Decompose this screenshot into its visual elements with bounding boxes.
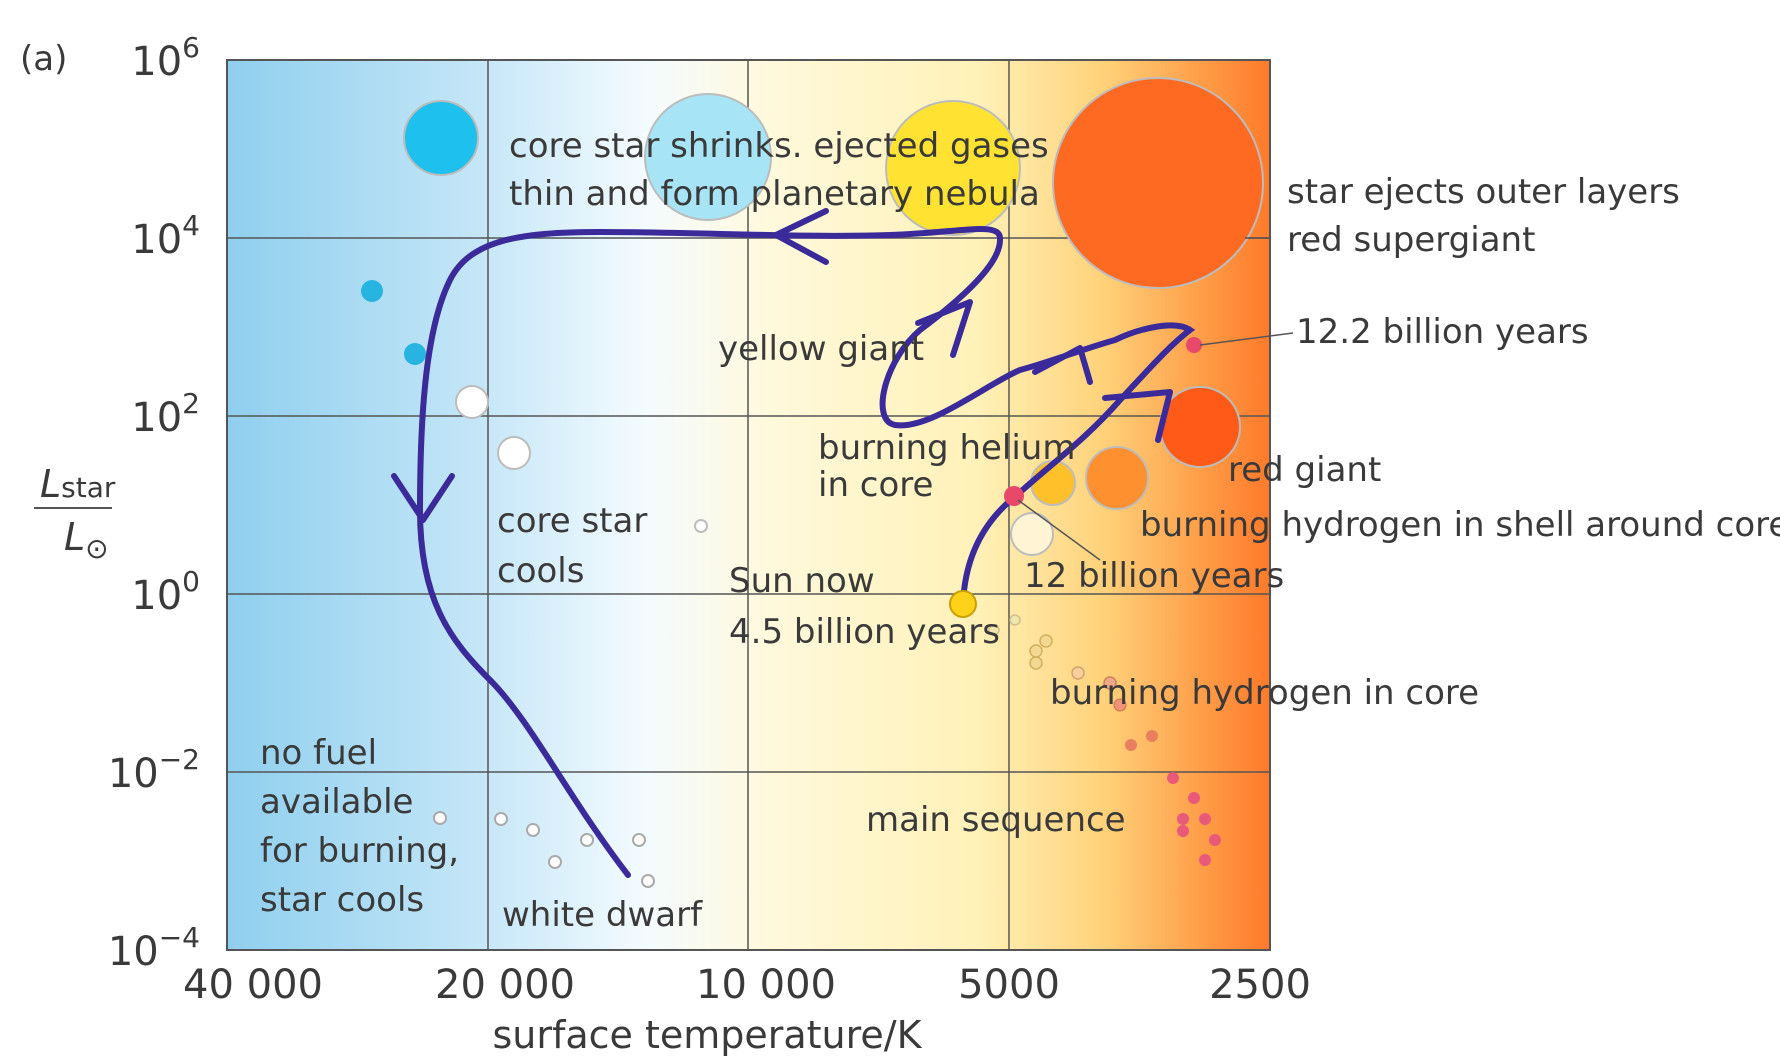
y-axis-label: Lstar L⊙	[34, 462, 116, 565]
x-tick-label: 40 000	[183, 962, 323, 1008]
label-age-12-2: 12.2 billion years	[1296, 312, 1589, 352]
label-sun-now: Sun now	[729, 561, 875, 601]
label-no-fuel: available	[260, 782, 413, 822]
x-tick-label: 20 000	[435, 962, 575, 1008]
label-core-cools: cools	[497, 551, 584, 591]
label-age-4-5: 4.5 billion years	[729, 612, 1000, 652]
label-helium: in core	[818, 465, 933, 505]
y-tick-label: 10−2	[108, 743, 200, 797]
marker-12-2-billion	[1186, 337, 1202, 353]
x-tick-label: 10 000	[696, 962, 836, 1008]
label-white-dwarf: white dwarf	[502, 895, 703, 935]
label-supergiant: star ejects outer layers	[1287, 172, 1680, 212]
leader-12-2-billion	[1199, 332, 1294, 346]
x-tick-label: 2500	[1209, 962, 1311, 1008]
label-age-12: 12 billion years	[1024, 556, 1284, 596]
white-star-tiny	[694, 519, 708, 533]
label-no-fuel: star cools	[260, 880, 424, 920]
label-no-fuel: for burning,	[260, 831, 459, 871]
label-shell: burning hydrogen in shell around core	[1140, 505, 1780, 545]
white-star	[455, 385, 489, 419]
label-helium: burning helium	[818, 428, 1075, 468]
label-planetary: core star shrinks. ejected gases	[509, 126, 1049, 166]
y-tick-label: 104	[131, 209, 200, 263]
label-no-fuel: no fuel	[260, 733, 377, 773]
label-core-cools: core star	[497, 501, 647, 541]
track-arrowheads	[391, 208, 1173, 523]
y-tick-label: 100	[131, 565, 200, 619]
label-main-sequence: main sequence	[866, 800, 1126, 840]
white-star	[497, 436, 531, 470]
annotations: core star shrinks. ejected gases thin an…	[260, 126, 1780, 935]
x-tick-labels: 40 000 20 000 10 000 5000 2500	[183, 962, 1311, 1008]
label-core-burning: burning hydrogen in core	[1050, 673, 1479, 713]
label-planetary: thin and form planetary nebula	[509, 174, 1040, 214]
main-sequence-dots	[988, 614, 1221, 866]
hot-star-large	[403, 100, 479, 176]
pale-star	[1010, 512, 1054, 556]
y-tick-label: 106	[131, 31, 200, 85]
leader-12-billion	[1017, 499, 1101, 561]
y-tick-label: 102	[131, 387, 200, 441]
blue-star-small	[361, 280, 383, 302]
red-supergiant-star	[1052, 77, 1264, 289]
svg-text:Lstar: Lstar	[40, 462, 116, 506]
sun-now-marker	[949, 590, 977, 618]
planetary-nebula-star	[644, 93, 772, 221]
panel-label: (a)	[20, 39, 67, 79]
blue-star-small	[404, 343, 426, 365]
white-dwarfs	[433, 811, 655, 888]
plot-frame	[226, 59, 1271, 951]
orange-giant-star	[1085, 446, 1149, 510]
x-tick-label: 5000	[958, 962, 1060, 1008]
label-red-giant: red giant	[1228, 450, 1381, 490]
svg-text:L⊙: L⊙	[64, 515, 109, 565]
label-yellow-giant: yellow giant	[718, 329, 924, 369]
yellow-giant-star	[885, 100, 1021, 236]
y-tick-labels: 106 104 102 100 10−2 10−4	[108, 31, 200, 975]
x-axis-label: surface temperature/K	[492, 1013, 922, 1057]
label-supergiant: red supergiant	[1287, 220, 1535, 260]
y-tick-label: 10−4	[108, 921, 200, 975]
